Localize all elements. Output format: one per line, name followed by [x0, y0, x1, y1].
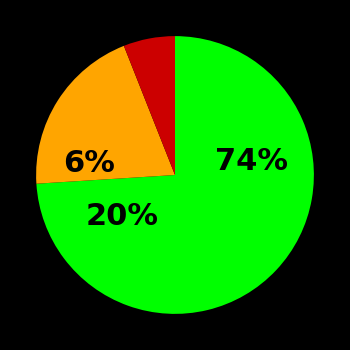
- Wedge shape: [124, 36, 175, 175]
- Text: 6%: 6%: [63, 149, 115, 178]
- Wedge shape: [36, 36, 314, 314]
- Text: 20%: 20%: [86, 202, 159, 231]
- Wedge shape: [36, 46, 175, 184]
- Text: 74%: 74%: [215, 147, 288, 176]
